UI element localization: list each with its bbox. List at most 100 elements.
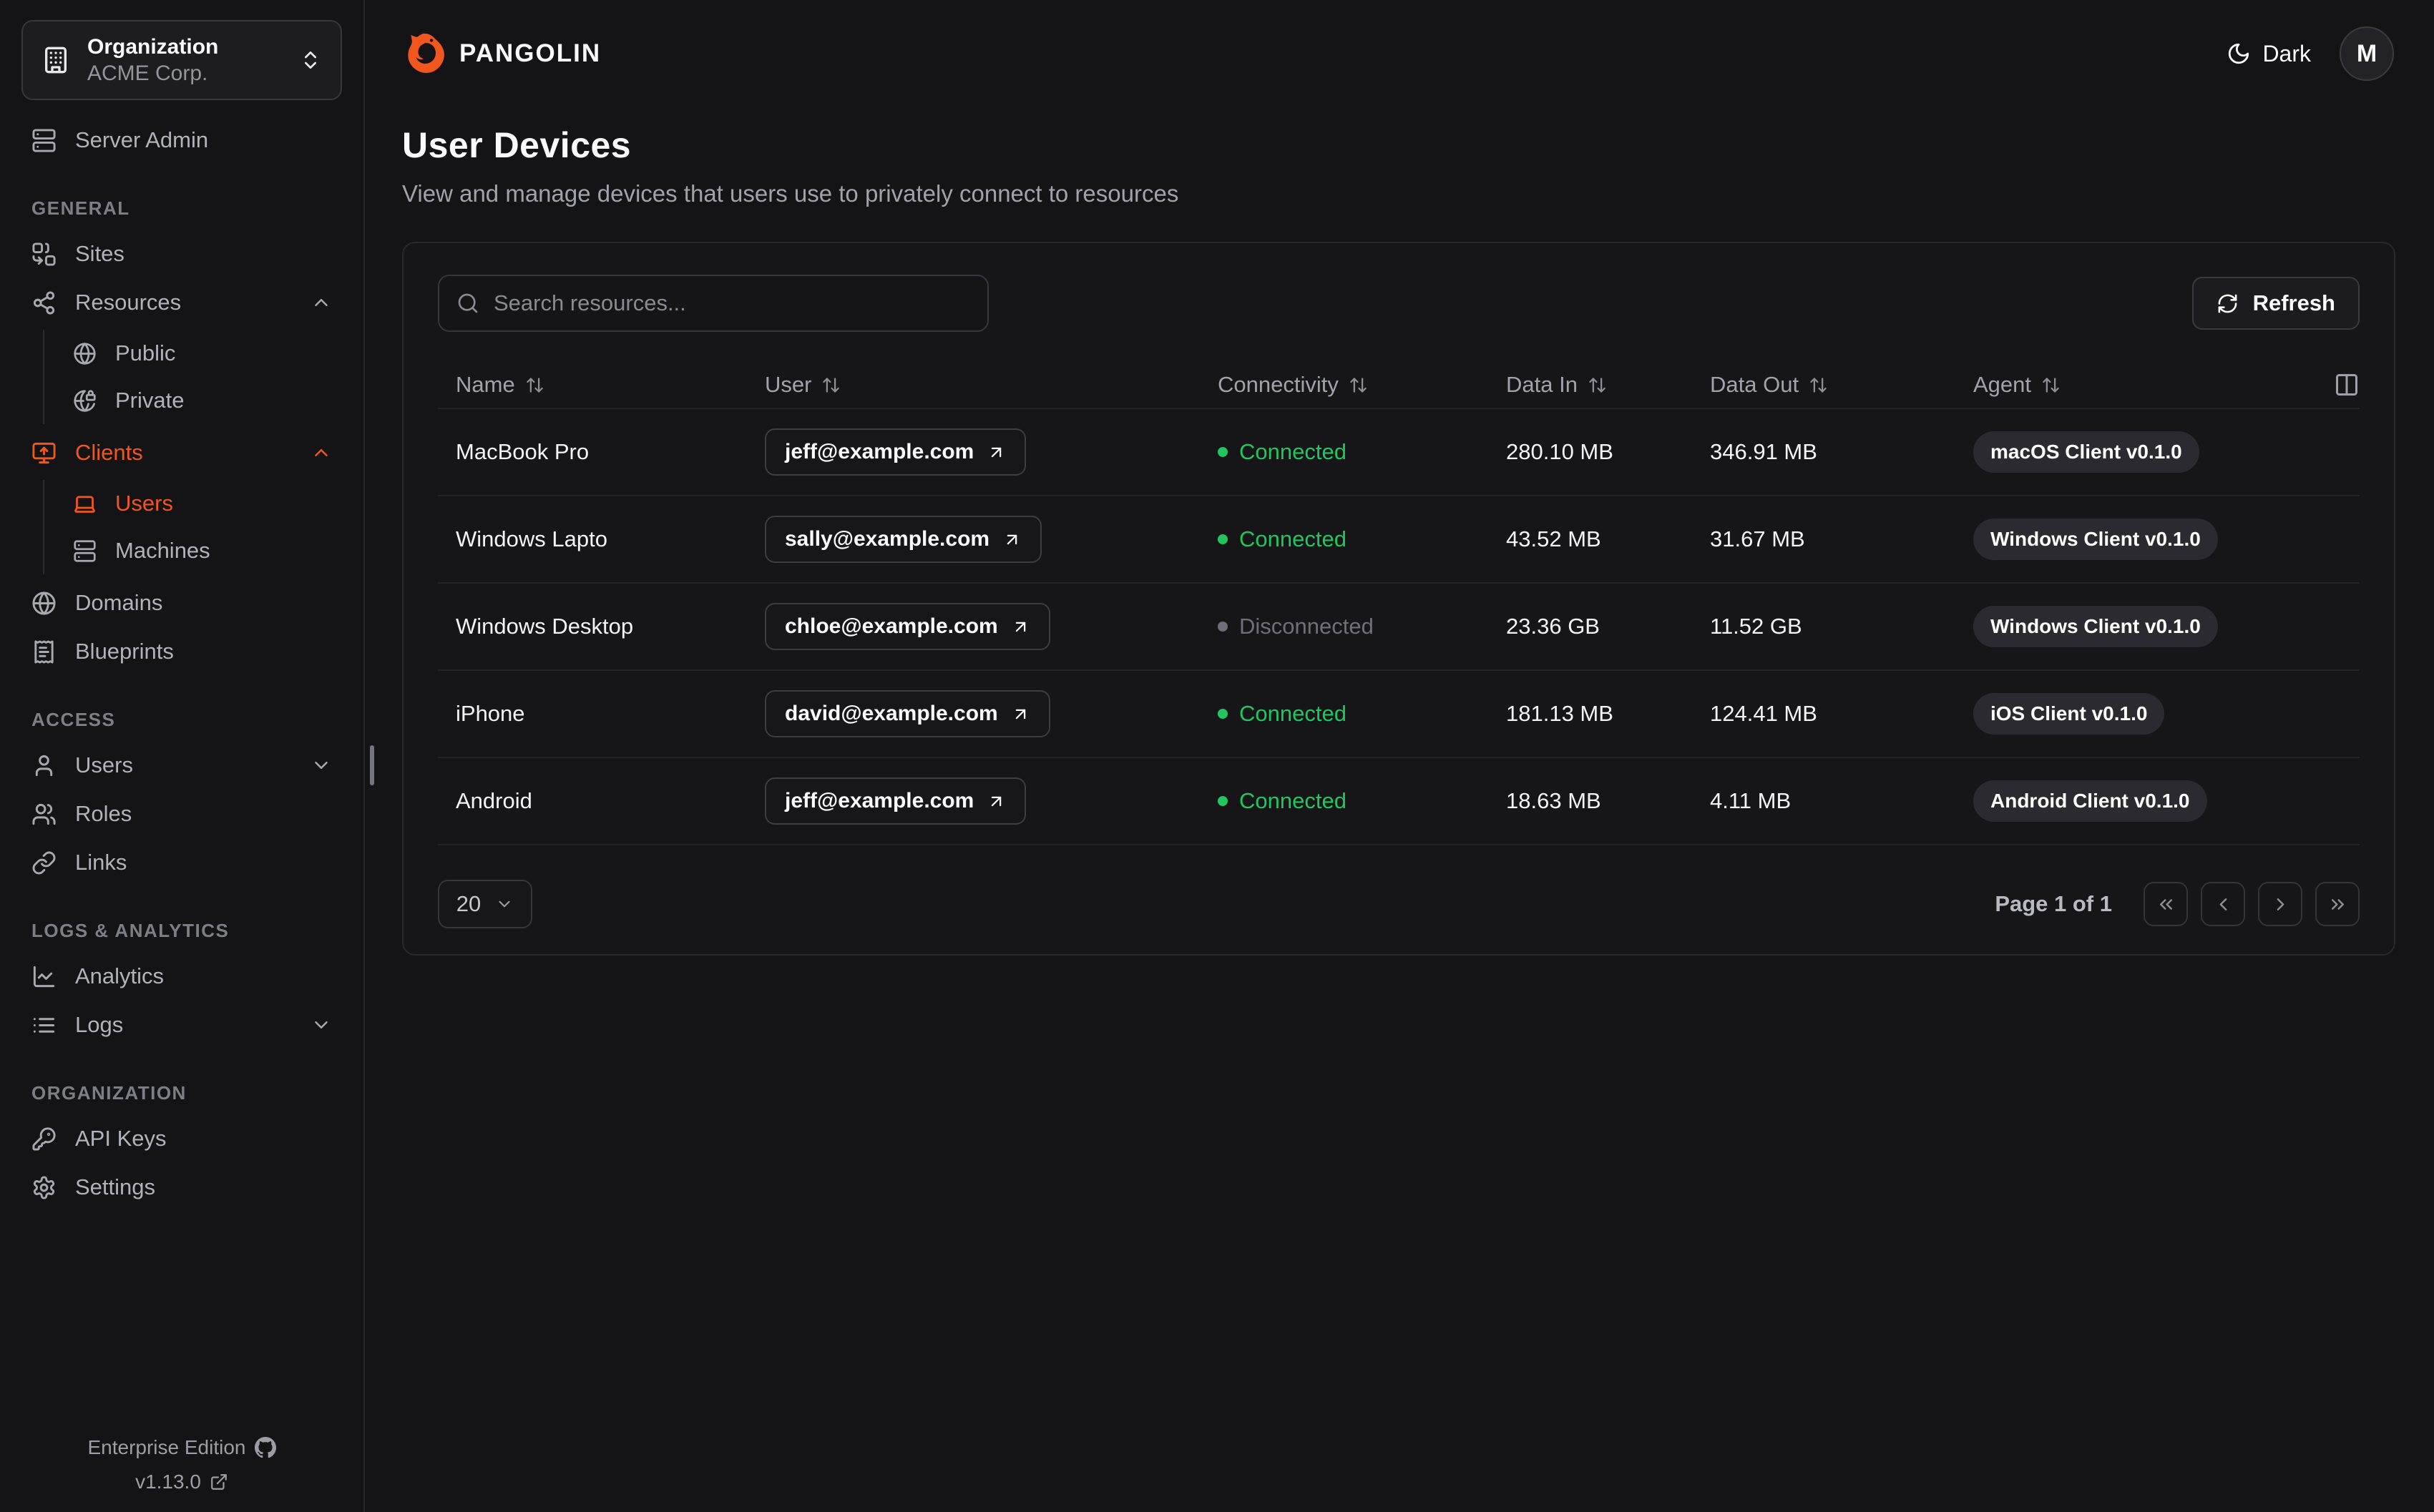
sidebar-item-label: Resources [75, 290, 182, 315]
brand-name: PANGOLIN [459, 39, 602, 67]
user-link[interactable]: jeff@example.com [765, 428, 1027, 476]
user-link[interactable]: chloe@example.com [765, 603, 1050, 650]
page-size-select[interactable]: 20 [438, 880, 532, 928]
sidebar-item-clients-users[interactable]: Users [63, 480, 342, 527]
first-page-button[interactable] [2144, 882, 2188, 926]
sidebar-item-roles[interactable]: Roles [21, 790, 342, 838]
version-link[interactable]: v1.13.0 [135, 1471, 228, 1493]
avatar[interactable]: M [2340, 26, 2394, 81]
prev-page-button[interactable] [2201, 882, 2245, 926]
device-name: iPhone [456, 701, 525, 726]
sidebar-item-analytics[interactable]: Analytics [21, 952, 342, 1001]
connectivity-label: Connected [1239, 788, 1346, 813]
page-subtitle: View and manage devices that users use t… [402, 180, 1179, 207]
sidebar-item-private[interactable]: Private [63, 377, 342, 424]
sidebar-item-users[interactable]: Users [21, 741, 342, 790]
columns-icon [2334, 372, 2360, 398]
column-header-name[interactable]: Name [438, 372, 765, 398]
clients-subnav: Users Machines [43, 480, 342, 574]
data-out-value: 346.91 MB [1710, 439, 1817, 464]
globe-lock-icon [73, 389, 97, 413]
topbar: PANGOLIN Dark M [402, 0, 2394, 107]
connectivity-label: Connected [1239, 439, 1346, 464]
column-header-data-in[interactable]: Data In [1506, 372, 1710, 398]
edition-link[interactable]: Enterprise Edition [87, 1436, 276, 1459]
user-link[interactable]: jeff@example.com [765, 777, 1027, 825]
monitor-up-icon [31, 441, 57, 466]
external-link-icon [210, 1473, 228, 1491]
edition-label: Enterprise Edition [87, 1436, 246, 1458]
topbar-right: Dark M [2227, 26, 2394, 81]
connectivity-status: Connected [1218, 526, 1506, 552]
next-page-button[interactable] [2258, 882, 2302, 926]
chevron-down-icon [495, 895, 514, 913]
chevron-down-icon[interactable] [311, 755, 332, 776]
column-header-agent[interactable]: Agent [1973, 372, 2317, 398]
chart-line-icon [31, 964, 57, 989]
table-footer: 20 Page 1 of 1 [438, 880, 2360, 928]
connectivity-status: Connected [1218, 788, 1506, 814]
connectivity-label: Connected [1239, 526, 1346, 551]
list-icon [31, 1013, 57, 1038]
connectivity-status: Disconnected [1218, 614, 1506, 639]
main-content: PANGOLIN Dark M User Devices View and ma… [366, 0, 2434, 1512]
sidebar-item-api-keys[interactable]: API Keys [21, 1114, 342, 1163]
chevron-up-icon[interactable] [311, 442, 332, 463]
last-page-button[interactable] [2315, 882, 2360, 926]
sidebar-item-label: Clients [75, 440, 143, 465]
table-row: Android jeff@example.com Connected 18.63… [438, 758, 2360, 845]
sidebar-item-sites[interactable]: Sites [21, 230, 342, 278]
agent-badge: iOS Client v0.1.0 [1973, 693, 2165, 735]
chevrons-right-icon [2327, 894, 2348, 915]
sidebar-item-blueprints[interactable]: Blueprints [21, 627, 342, 676]
section-label-general: GENERAL [31, 197, 130, 219]
globe-icon [31, 591, 57, 616]
page-indicator: Page 1 of 1 [1995, 891, 2112, 916]
link-icon [31, 850, 57, 875]
page-title: User Devices [402, 125, 632, 165]
sidebar-item-settings[interactable]: Settings [21, 1163, 342, 1212]
org-selector[interactable]: Organization ACME Corp. [21, 20, 342, 100]
sidebar-scrollbar[interactable] [370, 745, 374, 785]
sidebar-item-label: Logs [75, 1012, 124, 1037]
column-header-connectivity[interactable]: Connectivity [1218, 372, 1506, 398]
moon-icon [2227, 41, 2251, 66]
data-out-value: 11.52 GB [1710, 614, 1802, 639]
sidebar-item-server-admin[interactable]: Server Admin [21, 116, 342, 165]
sidebar-item-machines[interactable]: Machines [63, 527, 342, 574]
theme-toggle[interactable]: Dark [2227, 41, 2311, 67]
section-label-organization: ORGANIZATION [31, 1082, 187, 1104]
refresh-button[interactable]: Refresh [2191, 277, 2360, 330]
column-header-data-out[interactable]: Data Out [1710, 372, 1973, 398]
chevron-up-icon[interactable] [311, 292, 332, 313]
building-icon [41, 46, 70, 74]
sidebar-item-label: Users [75, 752, 133, 777]
share-icon [31, 290, 57, 315]
pagination: Page 1 of 1 [1995, 882, 2360, 926]
sidebar-item-label: Blueprints [75, 639, 174, 664]
sort-icon [1588, 375, 1607, 395]
sidebar-item-clients[interactable]: Clients [21, 428, 342, 477]
search-icon [456, 292, 479, 315]
columns-toggle-button[interactable] [2334, 372, 2360, 398]
table-row: iPhone david@example.com Connected 181.1… [438, 671, 2360, 758]
page-size-value: 20 [456, 891, 482, 916]
search-input[interactable] [494, 290, 970, 316]
sort-icon [1809, 375, 1828, 395]
column-header-user[interactable]: User [765, 372, 1218, 398]
user-email: jeff@example.com [785, 789, 974, 813]
user-link[interactable]: sally@example.com [765, 516, 1042, 563]
brand[interactable]: PANGOLIN [402, 31, 601, 77]
receipt-icon [31, 639, 57, 664]
sidebar-item-public[interactable]: Public [63, 330, 342, 377]
user-link[interactable]: david@example.com [765, 690, 1050, 737]
sort-icon [821, 375, 841, 395]
arrow-up-right-icon [987, 792, 1006, 811]
sidebar-item-resources[interactable]: Resources [21, 278, 342, 327]
data-out-value: 124.41 MB [1710, 701, 1817, 726]
sidebar-item-logs[interactable]: Logs [21, 1001, 342, 1049]
data-in-value: 43.52 MB [1506, 526, 1601, 551]
sidebar-item-links[interactable]: Links [21, 838, 342, 887]
chevron-down-icon[interactable] [311, 1014, 332, 1036]
sidebar-item-domains[interactable]: Domains [21, 579, 342, 627]
